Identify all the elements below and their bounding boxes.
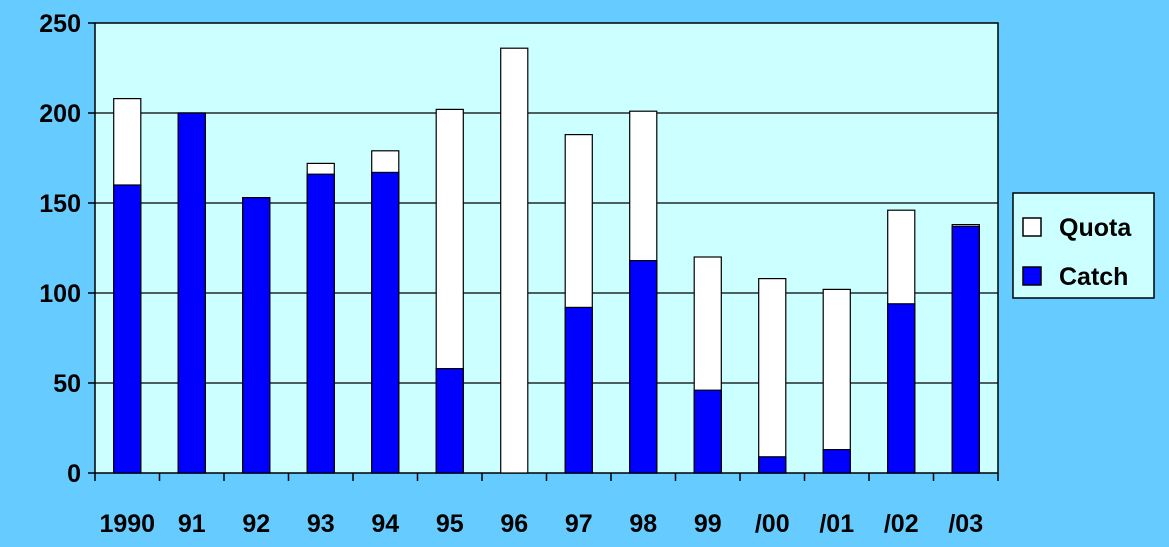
x-tick-label: 91 [178,510,206,538]
legend-swatch-quota [1022,217,1042,237]
x-tick-label: /01 [819,510,854,538]
legend: Quota Catch [1012,192,1155,299]
bars [113,47,980,474]
bar-catch [435,368,464,474]
x-tick-label: 93 [307,510,335,538]
x-axis: 1990 91 92 93 94 95 96 97 98 99/00/01/02/03 [94,473,999,538]
x-tick-label: 1990 [99,510,155,538]
bar-catch [371,171,400,474]
x-tick-label: /00 [755,510,790,538]
bar-catch [822,449,851,474]
bar-catch [758,456,787,474]
x-tick-label: 97 [565,510,593,538]
y-tick-label: 0 [67,460,81,488]
bar-catch [113,184,142,474]
x-tick-label: 92 [242,510,270,538]
bar-quota [758,278,787,474]
bar-quota [500,47,529,474]
bar-catch [887,303,916,474]
y-tick-label: 200 [39,100,81,128]
bar-catch [693,389,722,474]
y-tick-label: 150 [39,190,81,218]
y-axis: 0 50 100 150 200 250 [39,10,95,488]
x-tick-label: /03 [948,510,983,538]
bar-catch [242,197,271,474]
x-tick-label: 95 [436,510,464,538]
bar-catch [564,306,593,474]
bar-catch [951,225,980,474]
y-tick-label: 250 [39,10,81,38]
legend-label-catch: Catch [1059,263,1128,291]
bar-quota [822,288,851,474]
bar-catch [629,260,658,474]
bar-catch [177,112,206,474]
legend-label-quota: Quota [1059,214,1132,242]
x-tick-label: 99 [694,510,722,538]
x-tick-label: 96 [500,510,528,538]
plot-area [94,22,999,474]
bar-catch [306,173,335,474]
y-tick-label: 100 [39,280,81,308]
x-tick-label: /02 [884,510,919,538]
x-tick-label: 94 [371,510,399,538]
legend-swatch-catch [1022,266,1042,286]
x-tick-label: 98 [629,510,657,538]
y-tick-label: 50 [53,370,81,398]
